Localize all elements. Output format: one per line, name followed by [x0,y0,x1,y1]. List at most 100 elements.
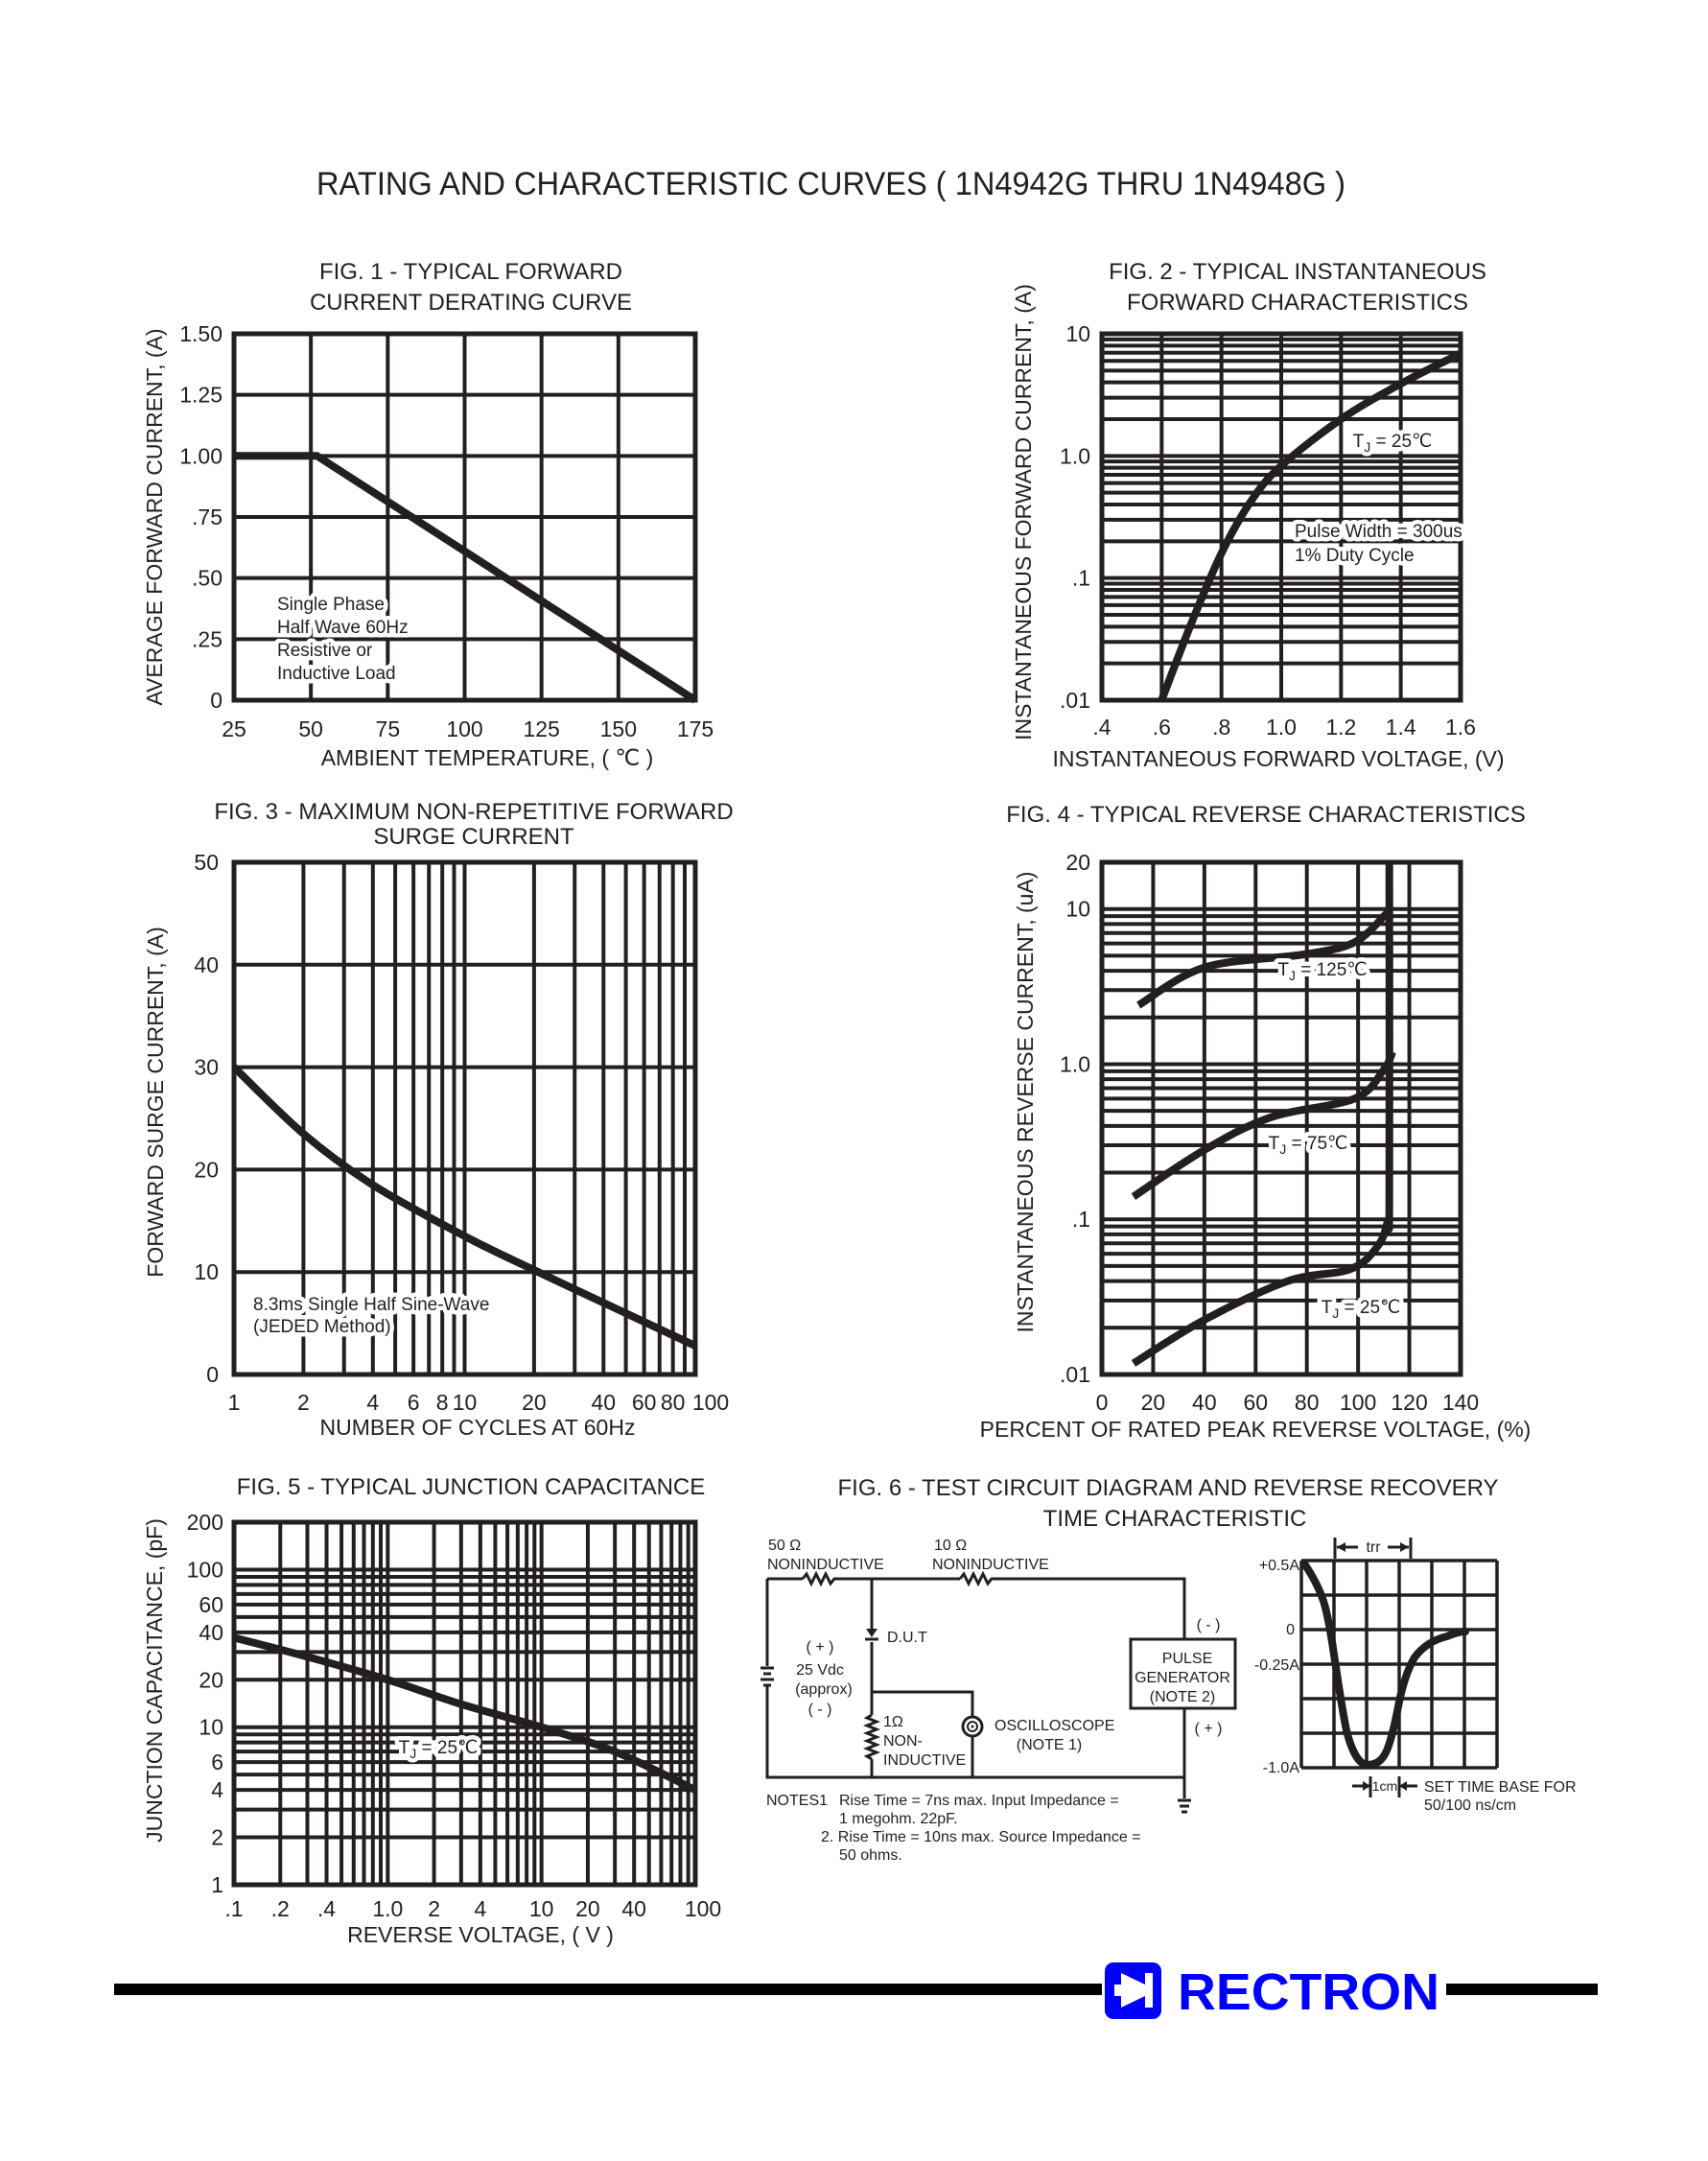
fig4-series-curve-2 [1131,1049,1396,1200]
fig4-chart: FIG. 4 - TYPICAL REVERSE CHARACTERISTICS… [980,802,1532,1442]
y-tick-label: 0 [206,1362,219,1387]
x-tick-label: 20 [1141,1390,1166,1415]
x-tick-label: 1.0 [1266,715,1297,740]
fig1-annotation: Single Phase [277,595,385,615]
y-tick-label: 1.25 [179,383,222,408]
y-tick-label: 1.0 [1060,443,1090,468]
fig2-chart: FIG. 2 - TYPICAL INSTANTANEOUS FORWARD CH… [1011,259,1505,771]
scope-label: OSCILLOSCOPE [994,1718,1114,1734]
x-tick-label: 125 [523,716,559,741]
label-subscript: J [1289,968,1296,983]
r50-type: NONINDUCTIVE [767,1557,884,1573]
pulse-gen-minus: ( - ) [1197,1617,1221,1633]
y-tick-label: .75 [192,505,222,529]
fig5-x-axis-label: REVERSE VOLTAGE, ( V ) [347,1922,614,1947]
fig2-y-axis-label: INSTANTANEOUS FORWARD CURRENT, (A) [1011,284,1036,740]
pulse-gen-label-3: (NOTE 2) [1150,1689,1215,1705]
x-tick-label: 1 [228,1390,241,1415]
pulse-generator-box [1129,1637,1237,1710]
fig5-plot-frame [231,1519,698,1888]
fig1-title-line-1: FIG. 1 - TYPICAL FORWARD [319,259,622,285]
y-tick-label: 40 [199,1620,223,1645]
y-tick-label: 200 [187,1510,223,1535]
label-main: T [1277,960,1289,980]
y-tick-label: 1.0 [1060,1051,1090,1076]
x-tick-label: 80 [661,1390,686,1415]
charts: FIG. 1 - TYPICAL FORWARD CURRENT DERATING… [142,259,1531,1947]
fig3-title-line-2: SURGE CURRENT [373,824,574,850]
x-tick-label: 75 [376,716,401,741]
note-line-2: 1 megohm. 22pF. [839,1811,958,1827]
fig1-x-axis-label: AMBIENT TEMPERATURE, ( ℃ ) [321,745,654,770]
battery-icon [760,1666,774,1687]
x-tick-label: 120 [1391,1390,1427,1415]
fig4-series-curve-3 [1131,861,1393,1367]
x-tick-label: 40 [1192,1390,1217,1415]
label-rest: = 125℃ [1296,960,1368,980]
pulse-gen-plus: ( + ) [1195,1721,1223,1737]
y-tick-label: .01 [1060,688,1090,713]
fig3-title-line-1: FIG. 3 - MAXIMUM NON-REPETITIVE FORWARD [214,799,733,825]
trr-dimension-icon [1333,1538,1413,1559]
label-subscript: J [1364,439,1370,455]
y-tick-label: 10 [1065,897,1090,922]
rectron-logo: RECTRON [1105,1962,1439,2021]
cm-label: 1cm [1372,1778,1397,1794]
timebase-line-2: 50/100 ns/cm [1424,1797,1516,1814]
y-tick-label: 10 [199,1715,223,1740]
resistor-50-ohm-icon [801,1570,837,1587]
note-line-1: Rise Time = 7ns max. Input Impedance = [839,1793,1119,1809]
fig2-plot-frame [1099,331,1463,703]
r1-type-1: NON- [883,1733,923,1750]
y-tick-label: 60 [199,1592,223,1617]
ground-icon [1178,1798,1191,1814]
label-subscript: J [409,1746,416,1761]
y-tick-label: .1 [1072,566,1090,591]
x-tick-label: .2 [271,1896,290,1921]
x-tick-label: 0 [1096,1390,1109,1415]
y-tick-label: 40 [194,952,219,977]
x-tick-label: 60 [632,1390,657,1415]
supply-plus: ( + ) [807,1639,834,1656]
label-main: T [1322,1298,1333,1318]
y-tick-label: 20 [1065,850,1090,875]
x-tick-label: 100 [446,716,482,741]
dut-diode-icon [865,1629,878,1641]
y-tick-label: .25 [192,626,222,651]
fig6-test-circuit: FIG. 6 - TEST CIRCUIT DIAGRAM AND REVERS… [760,1475,1577,1864]
x-tick-label: 1.2 [1325,715,1356,740]
x-tick-label: 100 [1340,1390,1376,1415]
x-tick-label: 50 [298,716,323,741]
x-tick-label: 40 [591,1390,616,1415]
fig3-plot-frame [231,859,698,1377]
supply-voltage: 25 Vdc [796,1662,844,1679]
footer-rule-right [1446,1984,1598,1995]
r1-type-2: INDUCTIVE [883,1752,966,1769]
x-tick-label: 8 [436,1390,449,1415]
fig4-plot-frame [1099,859,1463,1377]
fig1-title-line-2: CURRENT DERATING CURVE [310,290,632,316]
fig5-series-curve-1 [232,1633,697,1794]
label-rest: = 25℃ [416,1738,478,1758]
fig4-series-label: TJ = 25℃ [1322,1298,1401,1321]
fig2-annotation: Pulse Width = 300us [1295,522,1462,542]
y-tick-label: .50 [192,566,222,591]
y-tick-label: 4 [211,1777,223,1802]
fig4-series-curve-1 [1136,909,1391,1009]
y-tick-label: 50 [194,850,219,875]
cm-dimension-icon [1352,1776,1417,1797]
fig1-y-axis-label: AVERAGE FORWARD CURRENT, (A) [142,328,167,705]
fig4-y-axis-label: INSTANTANEOUS REVERSE CURRENT, (uA) [1013,872,1038,1333]
r10-type: NONINDUCTIVE [932,1557,1049,1573]
note-line-4: 50 ohms. [839,1847,902,1864]
scope-note: (NOTE 1) [1017,1737,1082,1753]
label-subscript: J [1279,1141,1286,1157]
trr-label: trr [1366,1539,1381,1556]
resistor-1-ohm-icon [862,1713,881,1761]
fig6-title-line2: TIME CHARACTERISTIC [1043,1506,1307,1532]
oscilloscope-icon [961,1715,984,1738]
timebase-line-1: SET TIME BASE FOR [1424,1779,1577,1796]
fig2-title-line-1: FIG. 2 - TYPICAL INSTANTANEOUS [1109,259,1486,285]
notes-heading: NOTES1 [766,1793,828,1809]
r1-value: 1Ω [883,1714,903,1730]
